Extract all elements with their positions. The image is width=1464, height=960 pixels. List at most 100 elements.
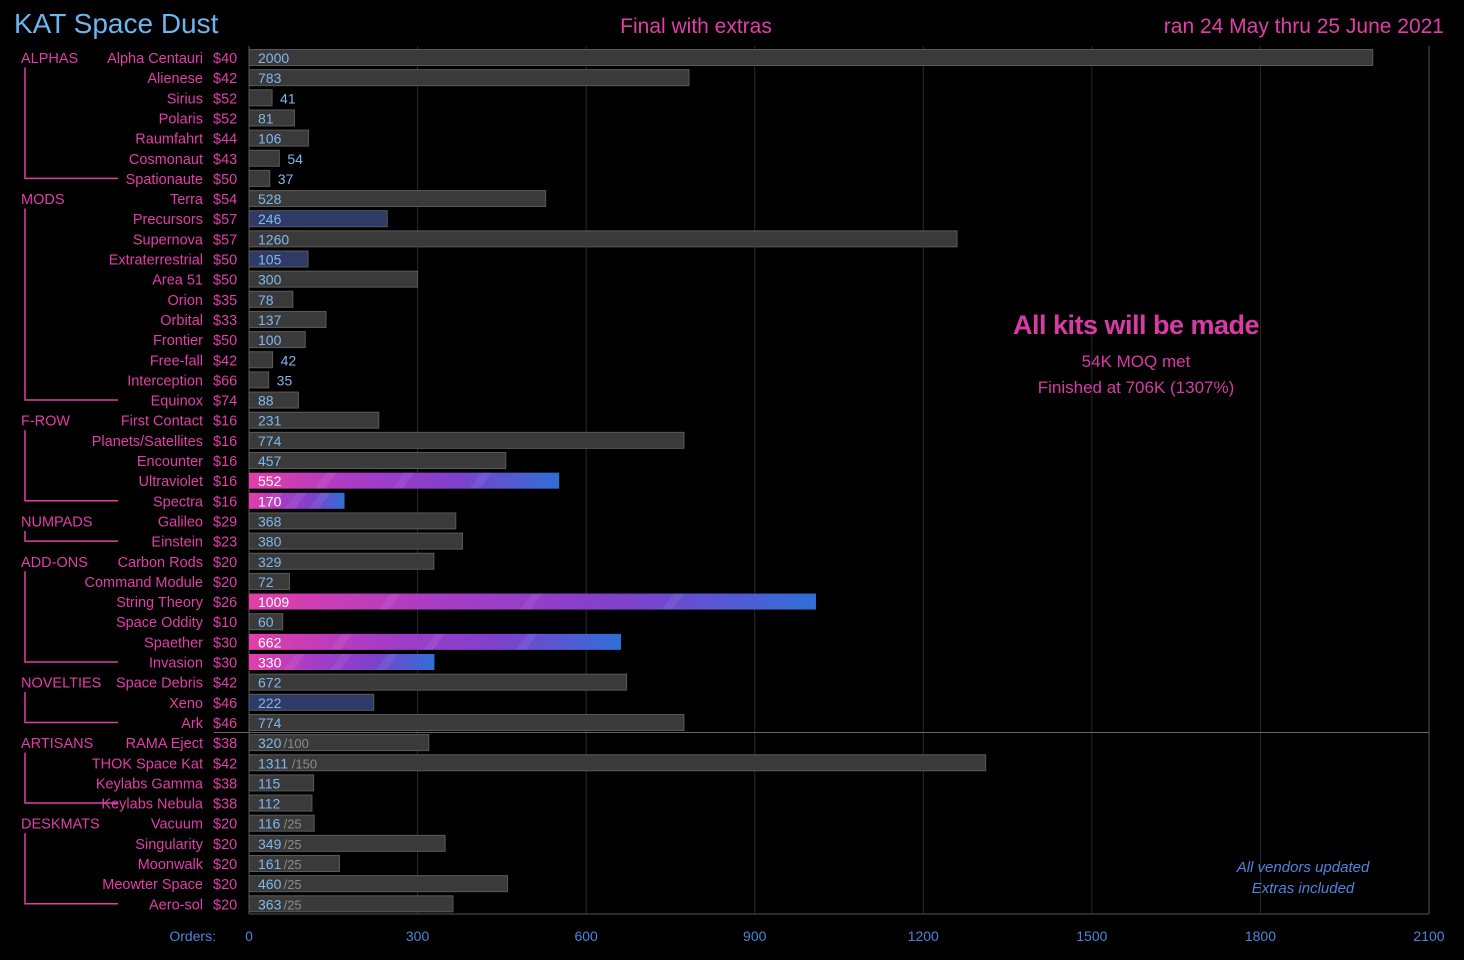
price-label: $38 xyxy=(213,736,237,752)
data-label: 2000 xyxy=(258,50,289,66)
bar-stripe xyxy=(260,492,283,509)
bar-precursors xyxy=(248,210,388,228)
category-label: Alienese xyxy=(147,71,203,87)
bar-aero-sol xyxy=(248,895,454,913)
data-label: 37 xyxy=(278,171,294,187)
data-label: 457 xyxy=(258,453,282,469)
category-label: Moonwalk xyxy=(138,857,204,873)
bar-stripe xyxy=(329,654,352,670)
bar-alienese xyxy=(248,69,690,87)
price-label: $20 xyxy=(213,897,237,913)
category-label: Ultraviolet xyxy=(139,474,203,490)
bar-stripe xyxy=(422,633,445,650)
price-label: $40 xyxy=(213,51,237,67)
bar-area-51 xyxy=(248,270,419,288)
price-label: $10 xyxy=(213,615,237,631)
bar-frontier xyxy=(248,331,306,349)
category-label: Polaris xyxy=(159,111,203,127)
price-label: $30 xyxy=(213,656,237,672)
category-label: Singularity xyxy=(135,837,203,853)
bar-space-oddity xyxy=(248,613,284,631)
bar-equinox xyxy=(248,391,299,409)
price-label: $20 xyxy=(213,817,237,833)
group-label: ADD-ONS xyxy=(21,555,88,571)
price-label: $16 xyxy=(213,414,237,430)
group-label: ALPHAS xyxy=(21,51,78,67)
data-label: 1260 xyxy=(258,231,289,247)
bar-command-module xyxy=(248,572,290,590)
chart-subtitle: Final with extras xyxy=(620,15,772,38)
price-label: $20 xyxy=(213,555,237,571)
category-label: Spaether xyxy=(144,635,203,651)
price-label: $57 xyxy=(213,212,237,228)
bar-alpha-centauri xyxy=(248,49,1374,66)
bar-ultraviolet xyxy=(249,472,560,489)
price-label: $20 xyxy=(213,575,237,591)
cap-label: /100 xyxy=(284,736,309,751)
bar-carbon-rods xyxy=(248,552,435,570)
price-label: $44 xyxy=(213,132,237,148)
category-label: Raumfahrt xyxy=(135,132,203,148)
data-label: 115 xyxy=(258,775,281,791)
price-label: $43 xyxy=(213,152,237,168)
group-bracket xyxy=(24,833,118,905)
category-label: Free-fall xyxy=(150,353,203,369)
category-label: Spectra xyxy=(153,494,204,510)
data-label: 246 xyxy=(258,211,282,227)
category-label: First Contact xyxy=(121,414,203,430)
bar-orbital xyxy=(248,310,327,328)
data-label: 460 xyxy=(258,876,282,892)
category-label: Area 51 xyxy=(152,273,203,289)
cap-label: /150 xyxy=(292,756,317,771)
cap-label: /25 xyxy=(284,817,302,832)
group-bracket xyxy=(24,430,118,502)
group-bracket xyxy=(24,530,118,542)
price-label: $50 xyxy=(213,273,237,289)
price-label: $46 xyxy=(213,696,237,712)
bar-stripe xyxy=(283,654,306,670)
price-label: $16 xyxy=(213,474,237,490)
data-label: 42 xyxy=(281,352,297,368)
category-label: Supernova xyxy=(133,232,204,248)
data-label: 1311 xyxy=(258,755,288,771)
x-tick-label: 1500 xyxy=(1076,928,1107,944)
data-label: 116 xyxy=(258,816,281,832)
bar-stripe xyxy=(469,472,492,489)
bar-space-debris xyxy=(248,673,628,691)
bar-thok-space-kat xyxy=(248,754,987,772)
data-label: 161 xyxy=(258,856,282,872)
category-label: THOK Space Kat xyxy=(92,756,203,772)
cap-label: /25 xyxy=(284,877,302,892)
bar-stripe xyxy=(515,633,538,650)
price-label: $66 xyxy=(213,373,237,389)
data-label: 78 xyxy=(258,292,274,308)
bar-stripe xyxy=(308,492,331,509)
cap-label: /25 xyxy=(284,857,302,872)
price-label: $42 xyxy=(213,756,237,772)
category-label: Command Module xyxy=(85,575,203,591)
bar-spationaute xyxy=(248,169,271,187)
data-label: 1009 xyxy=(258,594,289,610)
price-label: $46 xyxy=(213,716,237,732)
price-label: $42 xyxy=(213,676,237,692)
bar-keylabs-gamma xyxy=(248,774,315,792)
category-label: Planets/Satellites xyxy=(92,434,203,450)
bar-ark xyxy=(248,713,685,731)
data-label: 60 xyxy=(258,614,274,630)
x-tick-label: 1800 xyxy=(1245,928,1276,944)
price-label: $38 xyxy=(213,797,237,813)
category-label: Keylabs Nebula xyxy=(101,797,203,813)
footnote-line-1: All vendors updated xyxy=(1236,859,1370,876)
data-label: 320 xyxy=(258,735,282,751)
price-label: $57 xyxy=(213,232,237,248)
annotation-finish: Finished at 706K (1307%) xyxy=(1037,378,1235,397)
data-label: 100 xyxy=(258,332,282,348)
bar-sirius xyxy=(248,89,273,107)
category-label: Einstein xyxy=(151,535,203,551)
data-label: 552 xyxy=(258,473,282,489)
x-tick-label: 0 xyxy=(245,928,253,944)
data-label: 329 xyxy=(258,554,282,570)
bar-vacuum xyxy=(248,814,315,832)
group-label: DESKMATS xyxy=(21,817,100,833)
